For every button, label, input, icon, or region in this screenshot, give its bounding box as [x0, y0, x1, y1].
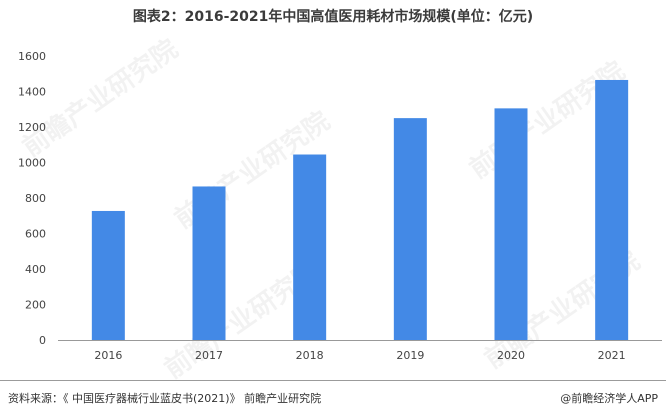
bar-2019	[393, 118, 427, 340]
y-tick-label: 800	[25, 192, 46, 205]
y-axis: 0 200 400 600 800 1000 1200 1400 1600	[18, 50, 46, 347]
bar-2016	[91, 210, 125, 340]
x-tick-label: 2017	[195, 349, 223, 362]
bar-2018	[293, 154, 327, 340]
x-tick-label: 2021	[598, 349, 626, 362]
brand-credit: @前瞻经济学人APP	[560, 392, 658, 405]
bar-2017	[192, 186, 226, 340]
bar-2020	[494, 108, 528, 340]
x-tick-label: 2018	[296, 349, 324, 362]
x-tick-label: 2019	[396, 349, 424, 362]
y-tick-label: 400	[25, 263, 46, 276]
chart-title: 图表2：2016-2021年中国高值医用耗材市场规模(单位：亿元)	[132, 9, 534, 25]
bars	[91, 79, 629, 341]
y-tick-label: 1200	[18, 121, 46, 134]
bar-2021	[595, 79, 629, 341]
y-tick-label: 200	[25, 299, 46, 312]
y-tick-label: 600	[25, 228, 46, 241]
y-tick-label: 1400	[18, 86, 46, 99]
x-axis: 2016 2017 2018 2019 2020 2021	[94, 349, 625, 362]
x-tick-label: 2020	[497, 349, 525, 362]
y-tick-label: 1000	[18, 157, 46, 170]
x-tick-label: 2016	[94, 349, 122, 362]
source-note: 资料来源：《 中国医疗器械行业蓝皮书(2021)》 前瞻产业研究院	[8, 392, 322, 405]
footer: 资料来源：《 中国医疗器械行业蓝皮书(2021)》 前瞻产业研究院 @前瞻经济学…	[0, 380, 666, 412]
y-tick-label: 0	[39, 334, 46, 347]
y-tick-label: 1600	[18, 50, 46, 63]
